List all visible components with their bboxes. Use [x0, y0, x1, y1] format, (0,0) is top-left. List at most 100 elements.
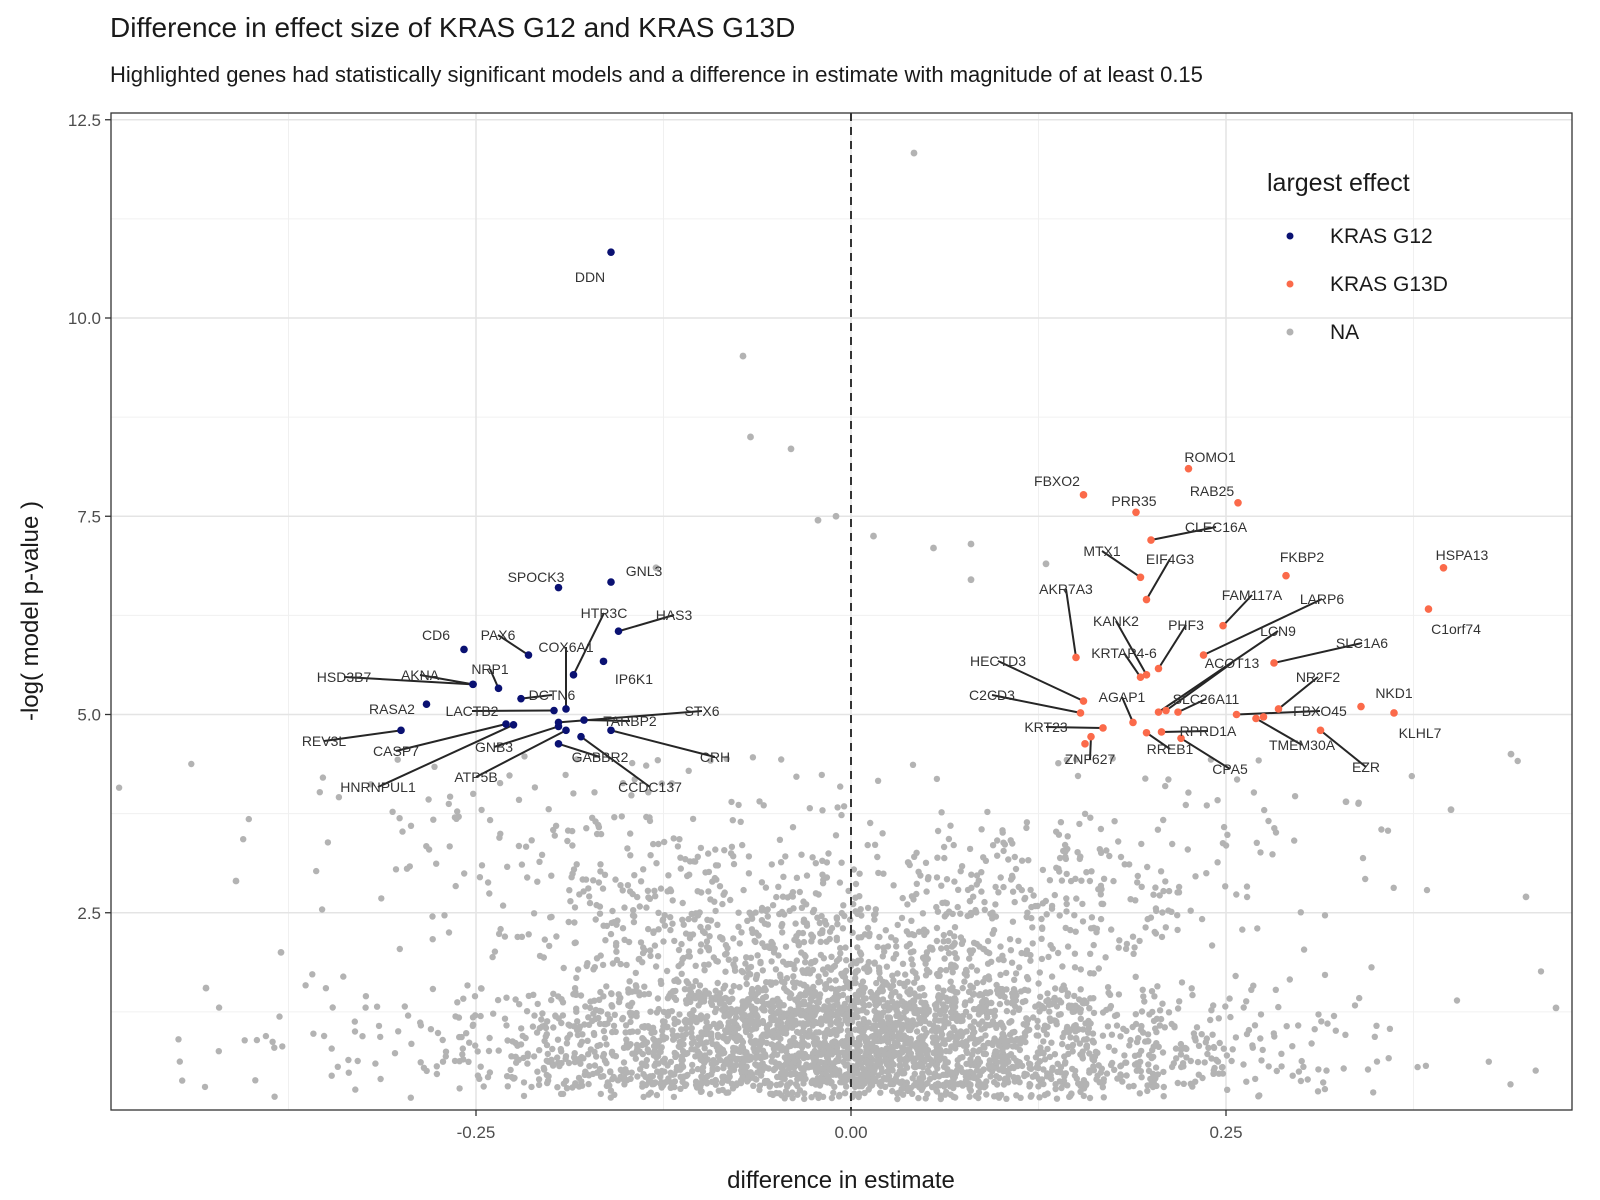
na-point — [1003, 969, 1010, 977]
na-point — [1081, 810, 1089, 817]
na-point — [548, 996, 555, 1004]
na-point — [709, 878, 716, 885]
na-point — [460, 1056, 467, 1063]
na-point — [1229, 1046, 1236, 1053]
na-point — [756, 798, 763, 805]
na-point — [975, 992, 983, 999]
na-point — [1054, 949, 1062, 957]
na-point — [743, 974, 750, 981]
na-point — [1073, 895, 1080, 902]
na-point — [1265, 817, 1272, 825]
na-point — [515, 796, 523, 803]
na-point — [1130, 950, 1137, 957]
na-point — [841, 1079, 848, 1086]
na-point — [1152, 1075, 1159, 1082]
na-point — [679, 899, 686, 907]
na-point — [1113, 1022, 1121, 1029]
na-point — [929, 1083, 936, 1091]
na-point — [651, 887, 658, 894]
na-point — [933, 1062, 940, 1069]
na-point — [571, 904, 579, 911]
na-point — [1061, 1060, 1069, 1067]
na-point — [1144, 915, 1151, 923]
na-point — [309, 971, 316, 978]
na-point — [1253, 839, 1261, 846]
na-point — [806, 805, 813, 812]
leader-line-rev3l — [323, 729, 402, 742]
na-point — [834, 1012, 841, 1019]
na-point — [652, 963, 660, 970]
na-point — [634, 1028, 641, 1035]
na-point — [396, 945, 403, 953]
na-point — [587, 1004, 594, 1012]
na-point — [619, 779, 627, 787]
na-point — [858, 1060, 865, 1068]
na-point — [1077, 1015, 1085, 1022]
x-tick-label: 0.00 — [834, 1123, 867, 1142]
na-point — [551, 832, 558, 839]
point-spock3 — [554, 583, 563, 592]
na-point — [1245, 1026, 1253, 1034]
na-point — [634, 1073, 641, 1080]
na-point — [1144, 1031, 1152, 1038]
leader-line-phf3 — [1157, 624, 1187, 670]
na-point — [694, 1065, 701, 1073]
na-point — [637, 939, 645, 946]
na-point — [1077, 1088, 1084, 1096]
na-point — [518, 1025, 525, 1032]
point-acot13 — [1162, 706, 1170, 715]
na-point — [1162, 782, 1169, 790]
na-point — [899, 1070, 906, 1077]
na-point — [707, 757, 714, 764]
na-point — [633, 1013, 640, 1020]
na-point — [698, 1029, 705, 1036]
na-point — [1072, 1067, 1079, 1075]
na-point — [1063, 908, 1070, 915]
na-point — [980, 978, 987, 986]
gene-label-spock3: SPOCK3 — [508, 569, 565, 585]
na-point — [609, 907, 616, 915]
na-point — [688, 1025, 695, 1032]
na-point — [687, 1016, 695, 1023]
na-point — [1057, 1069, 1064, 1076]
na-point — [896, 1056, 903, 1063]
na-point — [799, 1041, 807, 1048]
na-point — [865, 1086, 872, 1093]
na-point — [853, 960, 860, 967]
na-point — [1129, 1023, 1136, 1031]
na-point — [753, 1061, 760, 1069]
na-point — [980, 1066, 987, 1073]
na-point — [906, 861, 913, 869]
na-point — [874, 853, 881, 861]
na-point — [1078, 877, 1085, 884]
na-point — [856, 1041, 863, 1048]
leader-line-agap1 — [1121, 696, 1134, 723]
na-point — [549, 1062, 557, 1069]
na-point — [1083, 1043, 1090, 1050]
na-point — [950, 1081, 957, 1088]
na-point — [572, 1081, 579, 1089]
na-point — [1105, 1043, 1113, 1051]
na-point — [974, 1048, 981, 1055]
na-point — [745, 870, 753, 877]
na-point — [800, 916, 808, 923]
na-point — [714, 958, 721, 965]
na-point — [892, 937, 899, 944]
na-point — [377, 1033, 384, 1041]
na-point — [692, 910, 700, 917]
na-point — [1002, 1060, 1009, 1067]
leader-line-rprd1a — [1161, 730, 1209, 733]
na-point — [967, 576, 975, 584]
na-point — [878, 1068, 886, 1076]
na-point — [641, 991, 648, 998]
na-point — [378, 895, 385, 902]
y-tick-label: 2.5 — [77, 904, 101, 923]
na-point — [1152, 930, 1160, 937]
na-point — [1198, 915, 1206, 923]
na-point — [968, 884, 975, 891]
na-point — [602, 937, 609, 944]
na-point — [678, 970, 685, 977]
na-point — [176, 1058, 183, 1065]
na-point — [802, 959, 809, 966]
